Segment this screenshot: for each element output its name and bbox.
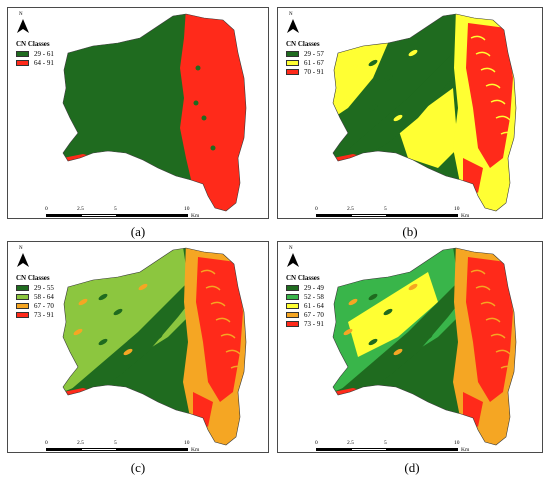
legend-swatch bbox=[16, 293, 29, 300]
north-arrow: N bbox=[16, 12, 30, 36]
legend-label: 52 - 58 bbox=[304, 292, 324, 301]
legend-swatch bbox=[286, 320, 299, 327]
legend-label: 73 - 91 bbox=[34, 310, 54, 319]
caption-d: (d) bbox=[404, 460, 420, 475]
legend-label: 61 - 67 bbox=[304, 58, 324, 67]
scale-bar: 0 2.5 5 10 Km bbox=[45, 440, 200, 453]
legend-swatch bbox=[286, 302, 299, 309]
legend: CN Classes 29 - 55 58 - 64 67 - 70 73 - … bbox=[16, 274, 54, 319]
legend-label: 61 - 64 bbox=[304, 301, 324, 310]
legend: CN Classes 29 - 61 64 - 91 bbox=[16, 40, 54, 67]
legend-label: 58 - 64 bbox=[34, 292, 54, 301]
scale-bar: 0 2.5 5 10 Km bbox=[315, 206, 470, 219]
watershed-map-b bbox=[332, 13, 517, 212]
legend-item: 29 - 61 bbox=[16, 49, 54, 58]
legend-item: 61 - 67 bbox=[286, 58, 324, 67]
legend-item: 70 - 91 bbox=[286, 67, 324, 76]
legend-label: 29 - 49 bbox=[304, 283, 324, 292]
legend-swatch bbox=[286, 68, 299, 75]
legend-swatch bbox=[16, 302, 29, 309]
legend-swatch bbox=[16, 311, 29, 318]
legend-label: 29 - 55 bbox=[34, 283, 54, 292]
scale-bar: 0 2.5 5 10 Km bbox=[45, 206, 200, 219]
legend-swatch bbox=[286, 284, 299, 291]
legend-label: 73 - 91 bbox=[304, 319, 324, 328]
legend-label: 67 - 70 bbox=[34, 301, 54, 310]
legend-swatch bbox=[16, 284, 29, 291]
legend-item: 29 - 57 bbox=[286, 49, 324, 58]
legend-item: 64 - 91 bbox=[16, 58, 54, 67]
north-arrow: N bbox=[16, 246, 30, 270]
legend-label: 70 - 91 bbox=[304, 67, 324, 76]
legend-swatch bbox=[286, 311, 299, 318]
legend-title: CN Classes bbox=[286, 40, 320, 48]
watershed-map-d bbox=[332, 247, 517, 446]
legend: CN Classes 29 - 57 61 - 67 70 - 91 bbox=[286, 40, 324, 76]
legend-swatch bbox=[286, 293, 299, 300]
legend-title: CN Classes bbox=[286, 274, 320, 282]
legend-item: 67 - 70 bbox=[286, 310, 324, 319]
north-arrow: N bbox=[286, 246, 300, 270]
legend-swatch bbox=[286, 50, 299, 57]
legend-item: 52 - 58 bbox=[286, 292, 324, 301]
legend-label: 29 - 61 bbox=[34, 49, 54, 58]
legend-item: 29 - 55 bbox=[16, 283, 54, 292]
legend-label: 29 - 57 bbox=[304, 49, 324, 58]
map-panel-b: N CN Classes 29 - 57 61 - 67 70 - 91 0 2… bbox=[277, 7, 543, 219]
map-panel-d: N CN Classes 29 - 49 52 - 58 61 - 64 67 … bbox=[277, 241, 543, 453]
map-panel-a: N CN Classes 29 - 61 64 - 91 0 2.5 5 10 … bbox=[7, 7, 269, 219]
legend-label: 67 - 70 bbox=[304, 310, 324, 319]
legend-item: 29 - 49 bbox=[286, 283, 324, 292]
legend-item: 58 - 64 bbox=[16, 292, 54, 301]
legend-swatch bbox=[286, 59, 299, 66]
legend-swatch bbox=[16, 59, 29, 66]
legend: CN Classes 29 - 49 52 - 58 61 - 64 67 - … bbox=[286, 274, 324, 328]
legend-item: 73 - 91 bbox=[286, 319, 324, 328]
legend-title: CN Classes bbox=[16, 274, 50, 282]
legend-item: 67 - 70 bbox=[16, 301, 54, 310]
legend-item: 73 - 91 bbox=[16, 310, 54, 319]
caption-b: (b) bbox=[402, 224, 418, 239]
legend-label: 64 - 91 bbox=[34, 58, 54, 67]
map-panel-c: N CN Classes 29 - 55 58 - 64 67 - 70 73 … bbox=[7, 241, 269, 453]
legend-item: 61 - 64 bbox=[286, 301, 324, 310]
north-arrow: N bbox=[286, 12, 300, 36]
legend-title: CN Classes bbox=[16, 40, 50, 48]
legend-swatch bbox=[16, 50, 29, 57]
watershed-map-c bbox=[62, 247, 247, 446]
caption-c: (c) bbox=[130, 460, 146, 475]
scale-bar: 0 2.5 5 10 Km bbox=[315, 440, 470, 453]
watershed-map-a bbox=[62, 13, 247, 212]
caption-a: (a) bbox=[130, 224, 146, 239]
